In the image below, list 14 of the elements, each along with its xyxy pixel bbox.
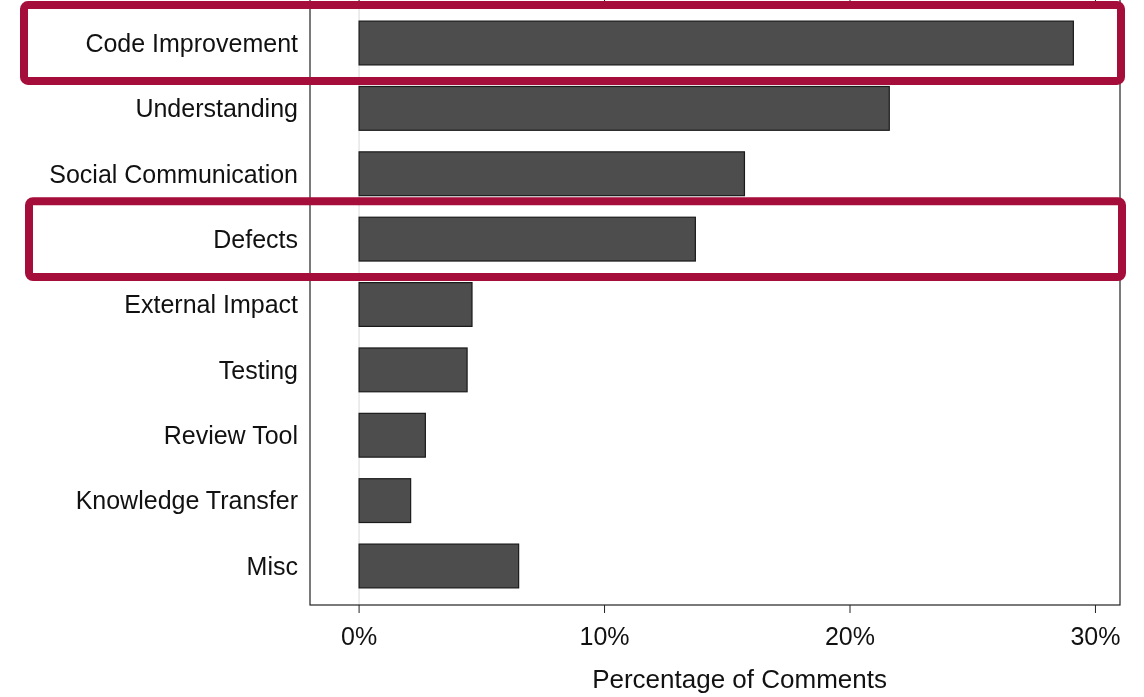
y-tick-label: Understanding (135, 94, 298, 123)
x-tick-label: 20% (824, 622, 876, 650)
y-tick-label: Defects (213, 224, 298, 253)
y-tick-label: Social Communication (49, 159, 298, 188)
x-tick-label: 10% (579, 622, 630, 650)
y-tick-label: Review Tool (163, 420, 298, 449)
x-axis-title: Percentage of Comments (592, 664, 887, 694)
y-tick-label: Testing (218, 355, 298, 384)
x-tick-label: 30% (1070, 622, 1121, 650)
y-tick-label: External Impact (124, 290, 299, 319)
y-tick-label: Code Improvement (85, 28, 299, 57)
x-tick-label: 0% (341, 622, 378, 650)
y-tick-label: Knowledge Transfer (75, 486, 298, 515)
y-tick-label: Misc (246, 551, 298, 580)
